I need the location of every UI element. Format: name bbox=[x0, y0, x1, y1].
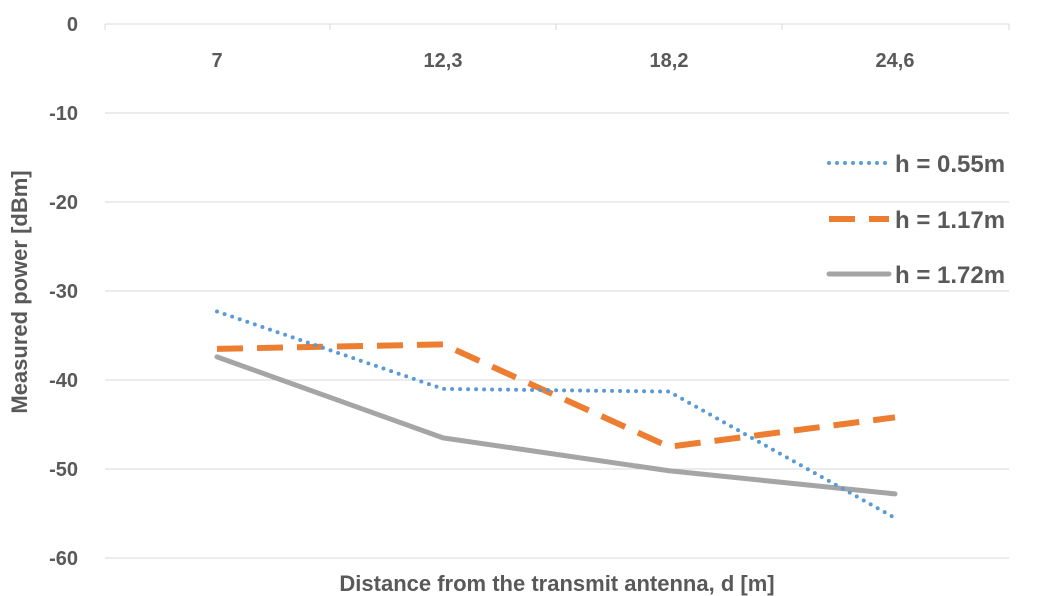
gridlines bbox=[105, 23, 1009, 559]
y-axis-ticks: 0 -10 -20 -30 -40 -50 -60 bbox=[49, 14, 78, 570]
series-line bbox=[214, 354, 898, 497]
x-tick-label: 12,3 bbox=[424, 50, 463, 72]
legend-label: h = 0.55m bbox=[895, 151, 1005, 178]
legend-label: h = 1.72m bbox=[895, 262, 1005, 289]
y-tick-label: -60 bbox=[49, 548, 78, 570]
y-tick-label: -20 bbox=[49, 192, 78, 214]
x-axis-ticks: 7 12,3 18,2 24,6 bbox=[104, 24, 1010, 72]
y-tick-label: 0 bbox=[67, 14, 78, 36]
legend: h = 0.55m h = 1.17m h = 1.72m bbox=[826, 151, 1005, 289]
x-axis-title: Distance from the transmit antenna, d [m… bbox=[339, 571, 774, 596]
y-axis-title: Measured power [dBm] bbox=[7, 170, 32, 413]
y-tick-label: -10 bbox=[49, 103, 78, 125]
series-line bbox=[215, 309, 897, 520]
x-tick-label: 18,2 bbox=[650, 50, 689, 72]
x-tick-label: 7 bbox=[211, 50, 222, 72]
x-tick-label: 24,6 bbox=[876, 50, 915, 72]
series-lines bbox=[214, 309, 898, 520]
legend-label: h = 1.17m bbox=[895, 207, 1005, 234]
y-tick-label: -30 bbox=[49, 281, 78, 303]
y-tick-label: -40 bbox=[49, 370, 78, 392]
y-tick-label: -50 bbox=[49, 459, 78, 481]
